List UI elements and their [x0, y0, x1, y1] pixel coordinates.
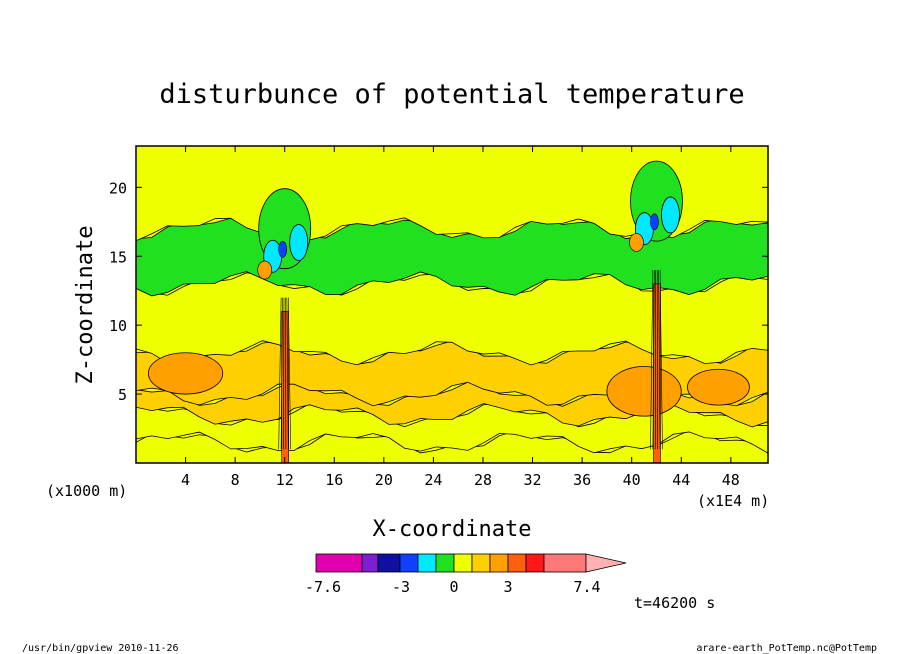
x-tick-label: 4 — [181, 471, 190, 489]
colorbar-cell-2 — [377, 553, 401, 573]
colorbar-label: 3 — [503, 578, 512, 596]
colorbar-label: -7.6 — [305, 578, 341, 596]
colorbar-label: 7.4 — [573, 578, 600, 596]
footer-right: arare-earth_PotTemp.nc@PotTemp — [696, 643, 877, 654]
x-tick-label: 20 — [375, 471, 393, 489]
x-tick-label: 16 — [325, 471, 343, 489]
x-tick-label: 12 — [276, 471, 294, 489]
plot-frame — [135, 145, 769, 464]
y-tick-label: 15 — [109, 248, 127, 266]
x-tick-label: 40 — [623, 471, 641, 489]
x-tick-label: 24 — [424, 471, 442, 489]
colorbar-cell-8 — [489, 553, 509, 573]
colorbar-cell-5 — [435, 553, 455, 573]
x-tick-label: 28 — [474, 471, 492, 489]
x-tick-label: 48 — [722, 471, 740, 489]
plume-layer — [257, 160, 683, 463]
colorbar-cell-9 — [507, 553, 527, 573]
colorbar-label: -3 — [392, 578, 410, 596]
x-tick-label: 32 — [524, 471, 542, 489]
colorbar-label: 0 — [449, 578, 458, 596]
x-tick-label: 8 — [231, 471, 240, 489]
colorbar-cell-11 — [543, 553, 587, 573]
colorbar-cell-10 — [525, 553, 545, 573]
x-axis-label: X-coordinate — [373, 517, 532, 542]
x-tick-label: 44 — [672, 471, 690, 489]
contour-band-4 — [136, 272, 768, 366]
x-axis-ticks: 4 8 12 16 20 24 28 32 36 40 44 48 — [181, 146, 740, 489]
contour-band-1 — [136, 402, 768, 454]
contour-bands — [136, 146, 768, 463]
plume-2 — [629, 160, 683, 463]
y-tick-label: 20 — [109, 179, 127, 197]
colorbar-cell-0 — [315, 553, 363, 573]
orange-patch-0 — [147, 352, 224, 395]
y-unit-label: (x1000 m) — [46, 482, 127, 500]
colorbar-cell-7 — [471, 553, 491, 573]
colorbar-cell-3 — [399, 553, 419, 573]
colorbar-labels: -7.6 -3 0 3 7.4 — [305, 578, 601, 596]
y-tick-label: 10 — [109, 317, 127, 335]
colorbar-arrow — [585, 553, 627, 573]
colorbar-cell-4 — [417, 553, 437, 573]
time-label: t=46200 s — [634, 594, 715, 612]
orange-patch-1 — [606, 366, 682, 417]
colorbar — [315, 553, 627, 573]
footer-left: /usr/bin/gpview 2010-11-26 — [22, 643, 179, 654]
plot-area — [136, 146, 768, 463]
plume-1 — [257, 188, 312, 463]
y-axis-label: Z-coordinate — [73, 226, 98, 385]
chart-title: disturbunce of potential temperature — [159, 79, 744, 110]
y-axis-ticks: 5 10 15 20 — [109, 179, 768, 404]
x-tick-label: 36 — [573, 471, 591, 489]
x-unit-label: (x1E4 m) — [697, 492, 769, 510]
colorbar-cell-1 — [361, 553, 379, 573]
colorbar-cell-6 — [453, 553, 473, 573]
y-tick-label: 5 — [118, 386, 127, 404]
orange-patch-2 — [687, 368, 750, 406]
